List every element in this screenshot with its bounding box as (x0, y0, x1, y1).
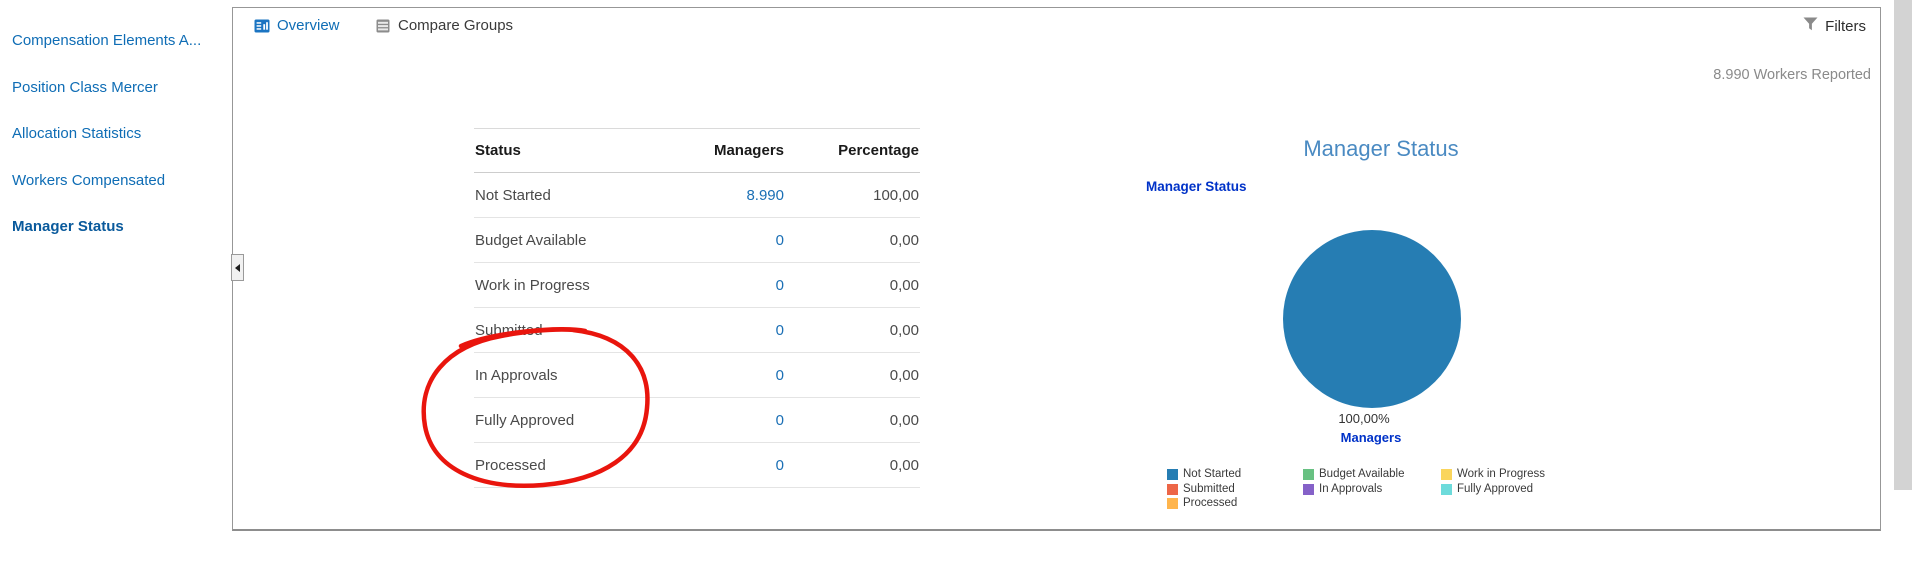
managers-count-link[interactable]: 0 (775, 276, 784, 294)
table-row: Submitted 0 0,00 (474, 307, 920, 353)
tab-compare-groups-label: Compare Groups (398, 17, 514, 34)
percentage-cell: 0,00 (785, 352, 920, 398)
legend-swatch (1167, 497, 1178, 509)
managers-cell: 0 (613, 307, 785, 353)
filters-label: Filters (1825, 17, 1866, 35)
workers-reported-text: 8.990 Workers Reported (1713, 67, 1871, 83)
sidebar-item-workers-compensated[interactable]: Workers Compensated (12, 171, 166, 189)
legend-label: Budget Available (1319, 468, 1405, 480)
managers-count-link[interactable]: 0 (775, 366, 784, 384)
managers-cell: 8.990 (613, 172, 785, 218)
chart-title: Manager Status (1303, 136, 1459, 161)
legend-item: Budget Available (1303, 468, 1404, 480)
header-managers: Managers (613, 128, 785, 173)
pie-slice-not-started (1283, 230, 1461, 408)
pie-axis-label: Managers (1340, 430, 1402, 445)
sidebar-item-position-class-mercer[interactable]: Position Class Mercer (12, 78, 158, 96)
chart-legend: Not Started Budget Available Work in Progr… (1167, 468, 1587, 518)
legend-item: Processed (1167, 497, 1237, 509)
sidebar: Compensation Elements A... Position Class… (0, 0, 231, 586)
status-table: Status Managers Percentage Not Started 8.… (474, 128, 920, 488)
percentage-cell: 0,00 (785, 397, 920, 443)
status-cell: Work in Progress (474, 262, 613, 308)
managers-count-link[interactable]: 0 (775, 231, 784, 249)
percentage-cell: 0,00 (785, 262, 920, 308)
tab-overview-label: Overview (277, 17, 340, 34)
tab-compare-groups[interactable]: Compare Groups (375, 17, 513, 34)
managers-cell: 0 (613, 397, 785, 443)
legend-label: Work in Progress (1457, 468, 1545, 480)
pie-slice-label: 100,00% (1338, 411, 1390, 426)
table-row: Processed 0 0,00 (474, 442, 920, 488)
legend-label: Submitted (1183, 483, 1235, 495)
status-cell: Processed (474, 442, 613, 488)
percentage-cell: 0,00 (785, 217, 920, 263)
chart-subtitle: Manager Status (1146, 179, 1247, 194)
legend-swatch (1441, 483, 1452, 495)
table-row: Fully Approved 0 0,00 (474, 397, 920, 443)
status-cell: Submitted (474, 307, 613, 353)
pie-chart[interactable] (1272, 219, 1472, 419)
legend-swatch (1441, 468, 1452, 480)
legend-item: Fully Approved (1441, 483, 1533, 495)
sidebar-item-manager-status[interactable]: Manager Status (12, 218, 124, 235)
table-row: Budget Available 0 0,00 (474, 217, 920, 263)
legend-swatch (1303, 483, 1314, 495)
managers-cell: 0 (613, 217, 785, 263)
legend-item: Not Started (1167, 468, 1241, 480)
legend-label: Not Started (1183, 468, 1242, 480)
managers-count-link[interactable]: 0 (775, 411, 784, 429)
list-icon (375, 18, 391, 34)
table-row: Not Started 8.990 100,00 (474, 172, 920, 218)
header-percentage: Percentage (785, 128, 920, 173)
vertical-scrollbar[interactable] (1894, 0, 1912, 490)
tab-overview[interactable]: Overview (254, 17, 340, 34)
managers-count-link[interactable]: 8.990 (746, 186, 784, 204)
table-header-row: Status Managers Percentage (474, 128, 920, 173)
legend-item: Work in Progress (1441, 468, 1545, 480)
status-cell: Fully Approved (474, 397, 613, 443)
managers-count-link[interactable]: 0 (775, 321, 784, 339)
legend-label: Fully Approved (1457, 483, 1534, 495)
chevron-left-icon (235, 263, 240, 272)
sidebar-collapse-button[interactable] (231, 254, 244, 281)
table-row: Work in Progress 0 0,00 (474, 262, 920, 308)
legend-item: In Approvals (1303, 483, 1382, 495)
status-cell: Budget Available (474, 217, 613, 263)
managers-cell: 0 (613, 442, 785, 488)
main-panel: Overview Compare Groups Filters 8.990 Wo… (232, 7, 1881, 531)
status-cell: Not Started (474, 172, 613, 218)
funnel-icon (1803, 17, 1818, 35)
managers-cell: 0 (613, 352, 785, 398)
percentage-cell: 0,00 (785, 307, 920, 353)
legend-label: In Approvals (1319, 483, 1383, 495)
managers-cell: 0 (613, 262, 785, 308)
legend-swatch (1167, 468, 1178, 480)
legend-swatch (1167, 483, 1178, 495)
table-row: In Approvals 0 0,00 (474, 352, 920, 398)
legend-swatch (1303, 468, 1314, 480)
managers-count-link[interactable]: 0 (775, 456, 784, 474)
report-icon (254, 18, 270, 34)
status-cell: In Approvals (474, 352, 613, 398)
legend-item: Submitted (1167, 483, 1235, 495)
legend-label: Processed (1183, 497, 1238, 509)
header-status: Status (474, 128, 613, 173)
percentage-cell: 0,00 (785, 442, 920, 488)
filters-button[interactable]: Filters (1803, 17, 1866, 35)
percentage-cell: 100,00 (785, 172, 920, 218)
status-table-body: Not Started 8.990 100,00 Budget Available 0 0… (474, 172, 920, 488)
sidebar-item-compensation-elements-a[interactable]: Compensation Elements A... (12, 32, 202, 49)
sidebar-item-allocation-statistics[interactable]: Allocation Statistics (12, 125, 142, 142)
